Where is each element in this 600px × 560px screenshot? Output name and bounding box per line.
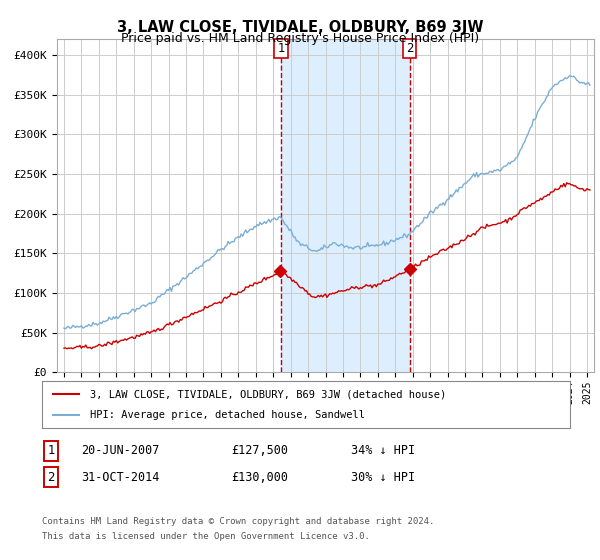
Bar xyxy=(281,39,410,372)
Text: 20-JUN-2007: 20-JUN-2007 xyxy=(81,444,160,458)
Text: £127,500: £127,500 xyxy=(231,444,288,458)
Text: Contains HM Land Registry data © Crown copyright and database right 2024.: Contains HM Land Registry data © Crown c… xyxy=(42,517,434,526)
Text: 3, LAW CLOSE, TIVIDALE, OLDBURY, B69 3JW (detached house): 3, LAW CLOSE, TIVIDALE, OLDBURY, B69 3JW… xyxy=(89,389,446,399)
Text: 3, LAW CLOSE, TIVIDALE, OLDBURY, B69 3JW: 3, LAW CLOSE, TIVIDALE, OLDBURY, B69 3JW xyxy=(117,20,483,35)
Text: 2: 2 xyxy=(47,470,55,484)
Text: 30% ↓ HPI: 30% ↓ HPI xyxy=(351,470,415,484)
Text: Price paid vs. HM Land Registry's House Price Index (HPI): Price paid vs. HM Land Registry's House … xyxy=(121,32,479,45)
Text: This data is licensed under the Open Government Licence v3.0.: This data is licensed under the Open Gov… xyxy=(42,532,370,541)
Text: 1: 1 xyxy=(277,42,285,55)
Text: 2: 2 xyxy=(406,42,413,55)
Text: £130,000: £130,000 xyxy=(231,470,288,484)
Text: 1: 1 xyxy=(47,444,55,458)
Text: 34% ↓ HPI: 34% ↓ HPI xyxy=(351,444,415,458)
Text: 31-OCT-2014: 31-OCT-2014 xyxy=(81,470,160,484)
Text: HPI: Average price, detached house, Sandwell: HPI: Average price, detached house, Sand… xyxy=(89,410,365,420)
